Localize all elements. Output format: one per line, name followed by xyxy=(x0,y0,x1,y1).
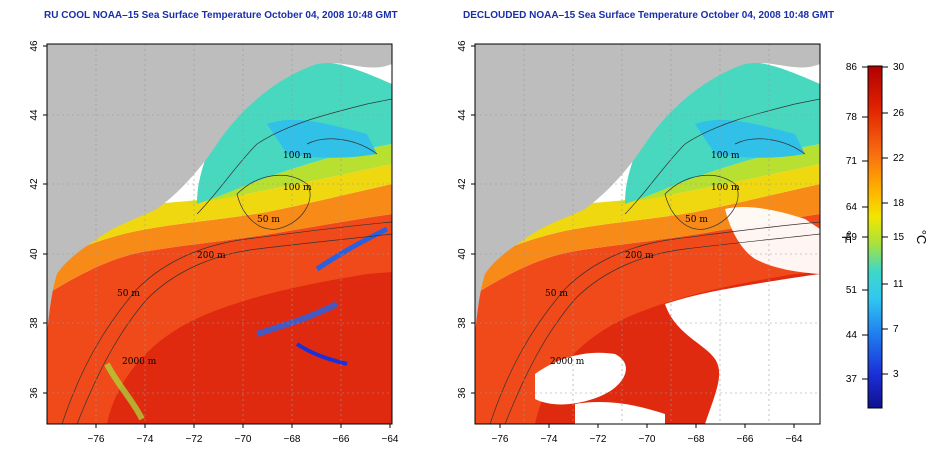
y-tick-label: 42 xyxy=(29,178,40,190)
left-contour-label: 2000 m xyxy=(122,357,157,367)
celsius-tick-label: 11 xyxy=(893,279,904,290)
x-tick-label: −76 xyxy=(88,434,105,445)
left-bathymetry-contours xyxy=(61,98,393,425)
x-tick-label: −68 xyxy=(688,434,705,445)
left-map-plot: 100 m 100 m 50 m 200 m 50 m 2000 m xyxy=(46,43,393,425)
left-contour-label: 50 m xyxy=(257,215,280,225)
x-tick-label: −70 xyxy=(639,434,656,445)
right-contour-label: 2000 m xyxy=(550,357,585,367)
y-tick-label: 44 xyxy=(457,109,468,121)
celsius-tick-label: 7 xyxy=(893,324,899,335)
x-tick-label: −76 xyxy=(492,434,509,445)
fahrenheit-unit-label: °F xyxy=(839,230,854,243)
left-contour-label: 50 m xyxy=(117,289,140,299)
left-grid xyxy=(47,44,392,424)
y-tick-label: 40 xyxy=(457,248,468,260)
fahrenheit-tick-label: 78 xyxy=(846,112,858,123)
left-contour-label: 100 m xyxy=(283,151,312,161)
fahrenheit-tick-label: 71 xyxy=(846,156,858,167)
right-x-axis: −76 −74 −72 −70 −68 −66 −64 xyxy=(492,424,803,445)
celsius-tick-label: 3 xyxy=(893,369,899,380)
left-map-title: RU COOL NOAA–15 Sea Surface Temperature … xyxy=(44,10,398,21)
right-contour-label: 200 m xyxy=(625,251,654,261)
fahrenheit-tick-label: 37 xyxy=(846,374,858,385)
x-tick-label: −66 xyxy=(333,434,350,445)
y-tick-label: 40 xyxy=(29,248,40,260)
right-contour-label: 50 m xyxy=(545,289,568,299)
left-contour-label: 200 m xyxy=(197,251,226,261)
y-tick-label: 46 xyxy=(29,40,40,52)
x-tick-label: −64 xyxy=(786,434,803,445)
celsius-tick-label: 22 xyxy=(893,153,905,164)
celsius-tick-label: 18 xyxy=(893,198,905,209)
y-tick-label: 46 xyxy=(457,40,468,52)
x-tick-label: −70 xyxy=(235,434,252,445)
celsius-unit-label: °C xyxy=(914,230,929,245)
y-tick-label: 42 xyxy=(457,178,468,190)
x-tick-label: −66 xyxy=(737,434,754,445)
right-map-title: DECLOUDED NOAA–15 Sea Surface Temperatur… xyxy=(463,10,835,21)
fahrenheit-tick-label: 59 xyxy=(846,232,858,243)
y-tick-label: 38 xyxy=(29,317,40,329)
right-y-axis: 46 44 42 40 38 36 xyxy=(457,40,475,399)
right-contour-label: 50 m xyxy=(685,215,708,225)
right-contour-label: 100 m xyxy=(711,151,740,161)
x-tick-label: −68 xyxy=(284,434,301,445)
colorbar: 86 78 71 64 59 51 44 37 30 26 22 18 15 1… xyxy=(839,62,929,409)
x-tick-label: −74 xyxy=(541,434,558,445)
y-tick-label: 44 xyxy=(29,109,40,121)
fahrenheit-tick-label: 64 xyxy=(846,202,858,213)
celsius-tick-label: 15 xyxy=(893,232,905,243)
y-tick-label: 36 xyxy=(457,387,468,399)
right-bathymetry-contours xyxy=(489,98,821,425)
x-tick-label: −64 xyxy=(382,434,399,445)
right-map-plot: 100 m 100 m 50 m 200 m 50 m 2000 m xyxy=(474,43,821,425)
fahrenheit-tick-label: 44 xyxy=(846,330,858,341)
left-x-axis: −76 −74 −72 −70 −68 −66 −64 xyxy=(88,424,399,445)
left-contour-label: 100 m xyxy=(283,183,312,193)
right-grid xyxy=(475,44,820,424)
x-tick-label: −72 xyxy=(590,434,607,445)
x-tick-label: −74 xyxy=(137,434,154,445)
y-tick-label: 38 xyxy=(457,317,468,329)
right-contour-label: 100 m xyxy=(711,183,740,193)
y-tick-label: 36 xyxy=(29,387,40,399)
colorbar-gradient xyxy=(867,65,883,409)
fahrenheit-tick-label: 86 xyxy=(846,62,858,73)
celsius-tick-label: 26 xyxy=(893,108,905,119)
x-tick-label: −72 xyxy=(186,434,203,445)
fahrenheit-tick-label: 51 xyxy=(846,285,858,296)
left-y-axis: 46 44 42 40 38 36 xyxy=(29,40,47,399)
celsius-tick-label: 30 xyxy=(893,62,905,73)
